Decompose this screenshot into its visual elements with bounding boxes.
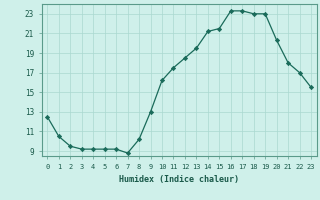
X-axis label: Humidex (Indice chaleur): Humidex (Indice chaleur) xyxy=(119,175,239,184)
